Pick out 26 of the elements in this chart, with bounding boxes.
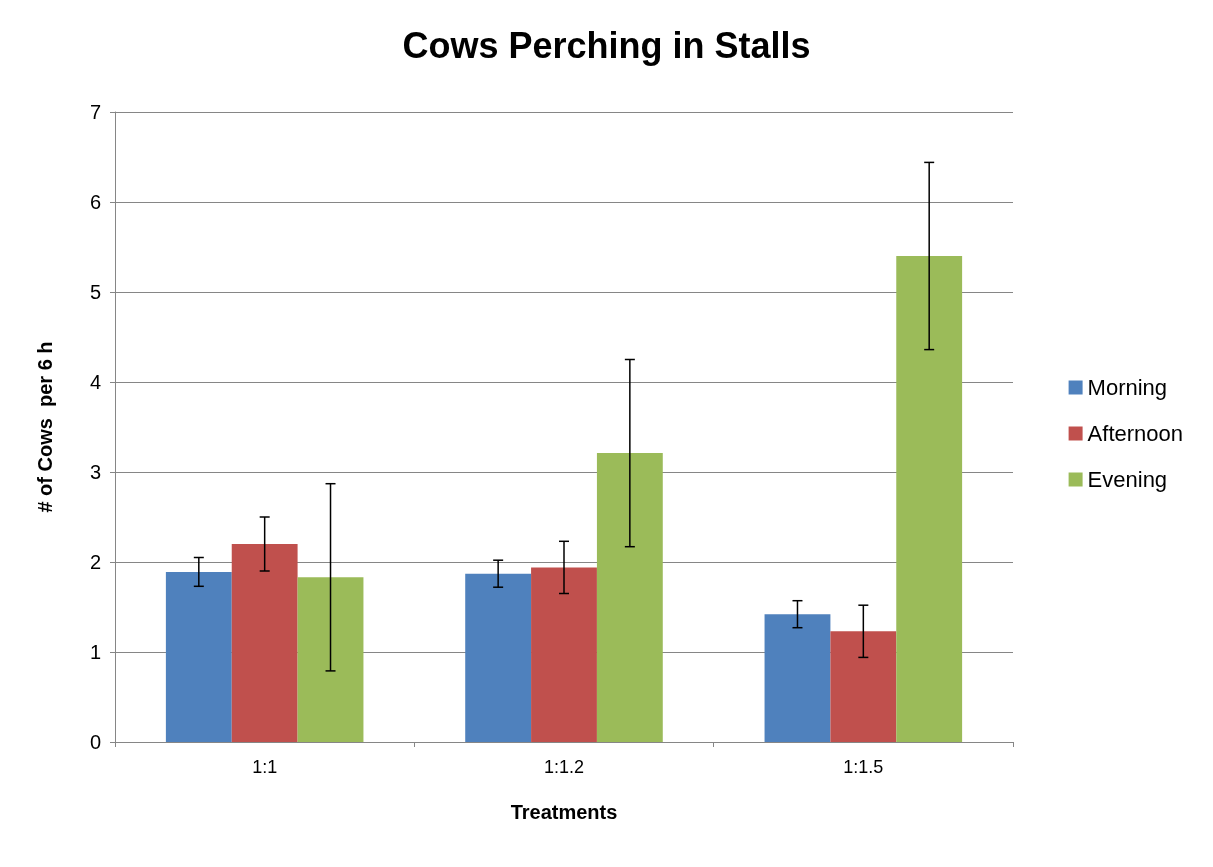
bar	[896, 256, 963, 742]
legend-label: Afternoon	[1087, 421, 1183, 446]
legend-label: Evening	[1087, 467, 1168, 492]
y-tick-label: 2	[89, 551, 101, 573]
x-axis-title: Treatments	[510, 801, 618, 823]
y-tick-label: 6	[89, 191, 101, 213]
y-tick-label: 3	[89, 461, 101, 483]
legend-label: Morning	[1087, 375, 1168, 400]
y-tick-label: 1	[89, 641, 101, 663]
chart-title: Cows Perching in Stalls	[402, 24, 811, 66]
bar	[465, 573, 532, 742]
bar	[531, 567, 597, 742]
y-tick-label: 4	[89, 371, 101, 393]
x-tick-label: 1:1.5	[843, 757, 884, 777]
bar	[165, 571, 232, 742]
y-tick-label: 5	[89, 281, 101, 303]
bar	[830, 631, 897, 742]
y-tick-label: 7	[89, 101, 101, 123]
y-tick-label: 0	[89, 731, 101, 753]
y-axis-title: # of Cows per 6 h	[34, 341, 56, 513]
bar	[764, 614, 831, 742]
bar	[297, 577, 364, 742]
bar	[596, 453, 663, 742]
x-tick-label: 1:1.2	[543, 757, 585, 777]
bar	[231, 544, 298, 742]
x-tick-label: 1:1	[252, 757, 278, 777]
